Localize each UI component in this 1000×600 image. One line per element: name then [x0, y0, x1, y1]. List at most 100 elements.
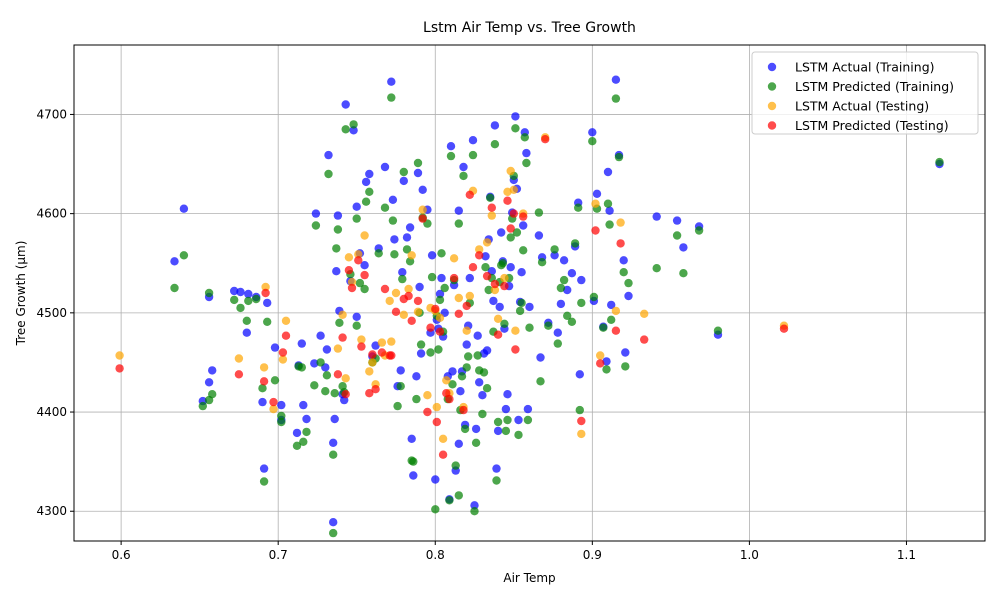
data-point — [365, 187, 374, 196]
data-point — [713, 326, 723, 335]
data-point — [489, 296, 498, 306]
data-point — [387, 77, 396, 86]
data-point — [311, 209, 321, 218]
data-point — [451, 461, 460, 470]
data-point — [445, 496, 454, 505]
data-point — [407, 251, 416, 260]
x-axis-label: Air Temp — [503, 571, 555, 585]
legend-label: LSTM Actual (Training) — [795, 60, 935, 75]
data-point — [360, 270, 369, 280]
data-point — [321, 387, 330, 396]
data-point — [459, 405, 468, 415]
data-point — [341, 125, 350, 134]
data-point — [468, 136, 478, 145]
data-point — [462, 340, 471, 349]
data-point — [329, 450, 338, 459]
data-point — [567, 317, 577, 326]
data-point — [478, 391, 487, 400]
data-point — [170, 257, 179, 266]
data-point — [360, 231, 369, 240]
data-point — [672, 231, 682, 240]
data-point — [522, 148, 531, 158]
data-point — [475, 251, 484, 260]
data-point — [204, 288, 214, 298]
data-point — [672, 216, 682, 225]
data-point — [310, 381, 319, 390]
data-point — [473, 331, 482, 340]
data-point — [497, 228, 506, 237]
data-point — [299, 437, 308, 446]
data-point — [482, 384, 492, 393]
y-tick-label: 4700 — [36, 107, 67, 121]
data-point — [523, 415, 533, 425]
data-point — [652, 212, 661, 221]
data-point — [509, 185, 518, 194]
data-point — [454, 219, 463, 228]
data-point — [482, 346, 492, 355]
data-point — [575, 370, 584, 379]
data-point — [115, 364, 124, 373]
data-point — [365, 367, 374, 376]
data-point — [501, 426, 511, 436]
data-point — [438, 434, 448, 443]
data-point — [361, 197, 371, 206]
data-point — [611, 94, 621, 103]
data-point — [431, 304, 440, 314]
data-point — [471, 438, 481, 447]
data-point — [478, 409, 487, 419]
data-point — [316, 331, 325, 340]
data-point — [470, 501, 479, 510]
data-point — [563, 311, 572, 320]
data-point — [640, 309, 649, 318]
plot-frame — [73, 44, 986, 542]
data-point — [277, 400, 286, 410]
data-point — [559, 256, 569, 265]
data-point — [252, 294, 261, 304]
data-point — [261, 288, 270, 298]
data-point — [329, 528, 338, 538]
data-point — [506, 166, 515, 176]
data-point — [468, 263, 478, 272]
data-point — [592, 189, 602, 198]
data-point — [335, 318, 344, 327]
data-point — [611, 306, 621, 316]
legend-label: LSTM Actual (Testing) — [795, 99, 929, 114]
data-point — [396, 382, 405, 391]
data-point — [449, 273, 459, 283]
data-point — [310, 359, 319, 368]
data-point — [503, 390, 512, 399]
data-point — [230, 286, 239, 296]
data-point — [515, 306, 525, 316]
data-point — [302, 427, 311, 437]
data-point — [292, 441, 302, 450]
data-point — [297, 339, 306, 348]
data-point — [341, 374, 350, 383]
data-point — [415, 282, 424, 292]
data-point — [204, 378, 214, 387]
data-point — [292, 428, 302, 438]
data-point — [387, 337, 396, 346]
data-point — [435, 289, 445, 299]
data-point — [413, 158, 423, 168]
legend-label: LSTM Predicted (Training) — [795, 79, 954, 94]
data-point — [481, 263, 490, 272]
data-point — [391, 307, 401, 316]
data-point — [297, 363, 306, 372]
data-point — [559, 275, 569, 285]
data-point — [244, 289, 253, 299]
data-point — [621, 348, 630, 357]
data-point — [490, 140, 500, 149]
data-point — [365, 169, 374, 179]
data-point — [475, 378, 484, 387]
data-point — [607, 300, 616, 310]
data-point — [591, 226, 600, 235]
data-point — [679, 243, 688, 252]
data-point — [534, 208, 544, 217]
data-point — [399, 310, 408, 319]
data-point — [563, 285, 572, 295]
data-point — [371, 385, 380, 394]
data-point — [536, 377, 545, 386]
data-point — [501, 404, 511, 414]
data-point — [495, 302, 504, 312]
data-point — [258, 384, 267, 393]
